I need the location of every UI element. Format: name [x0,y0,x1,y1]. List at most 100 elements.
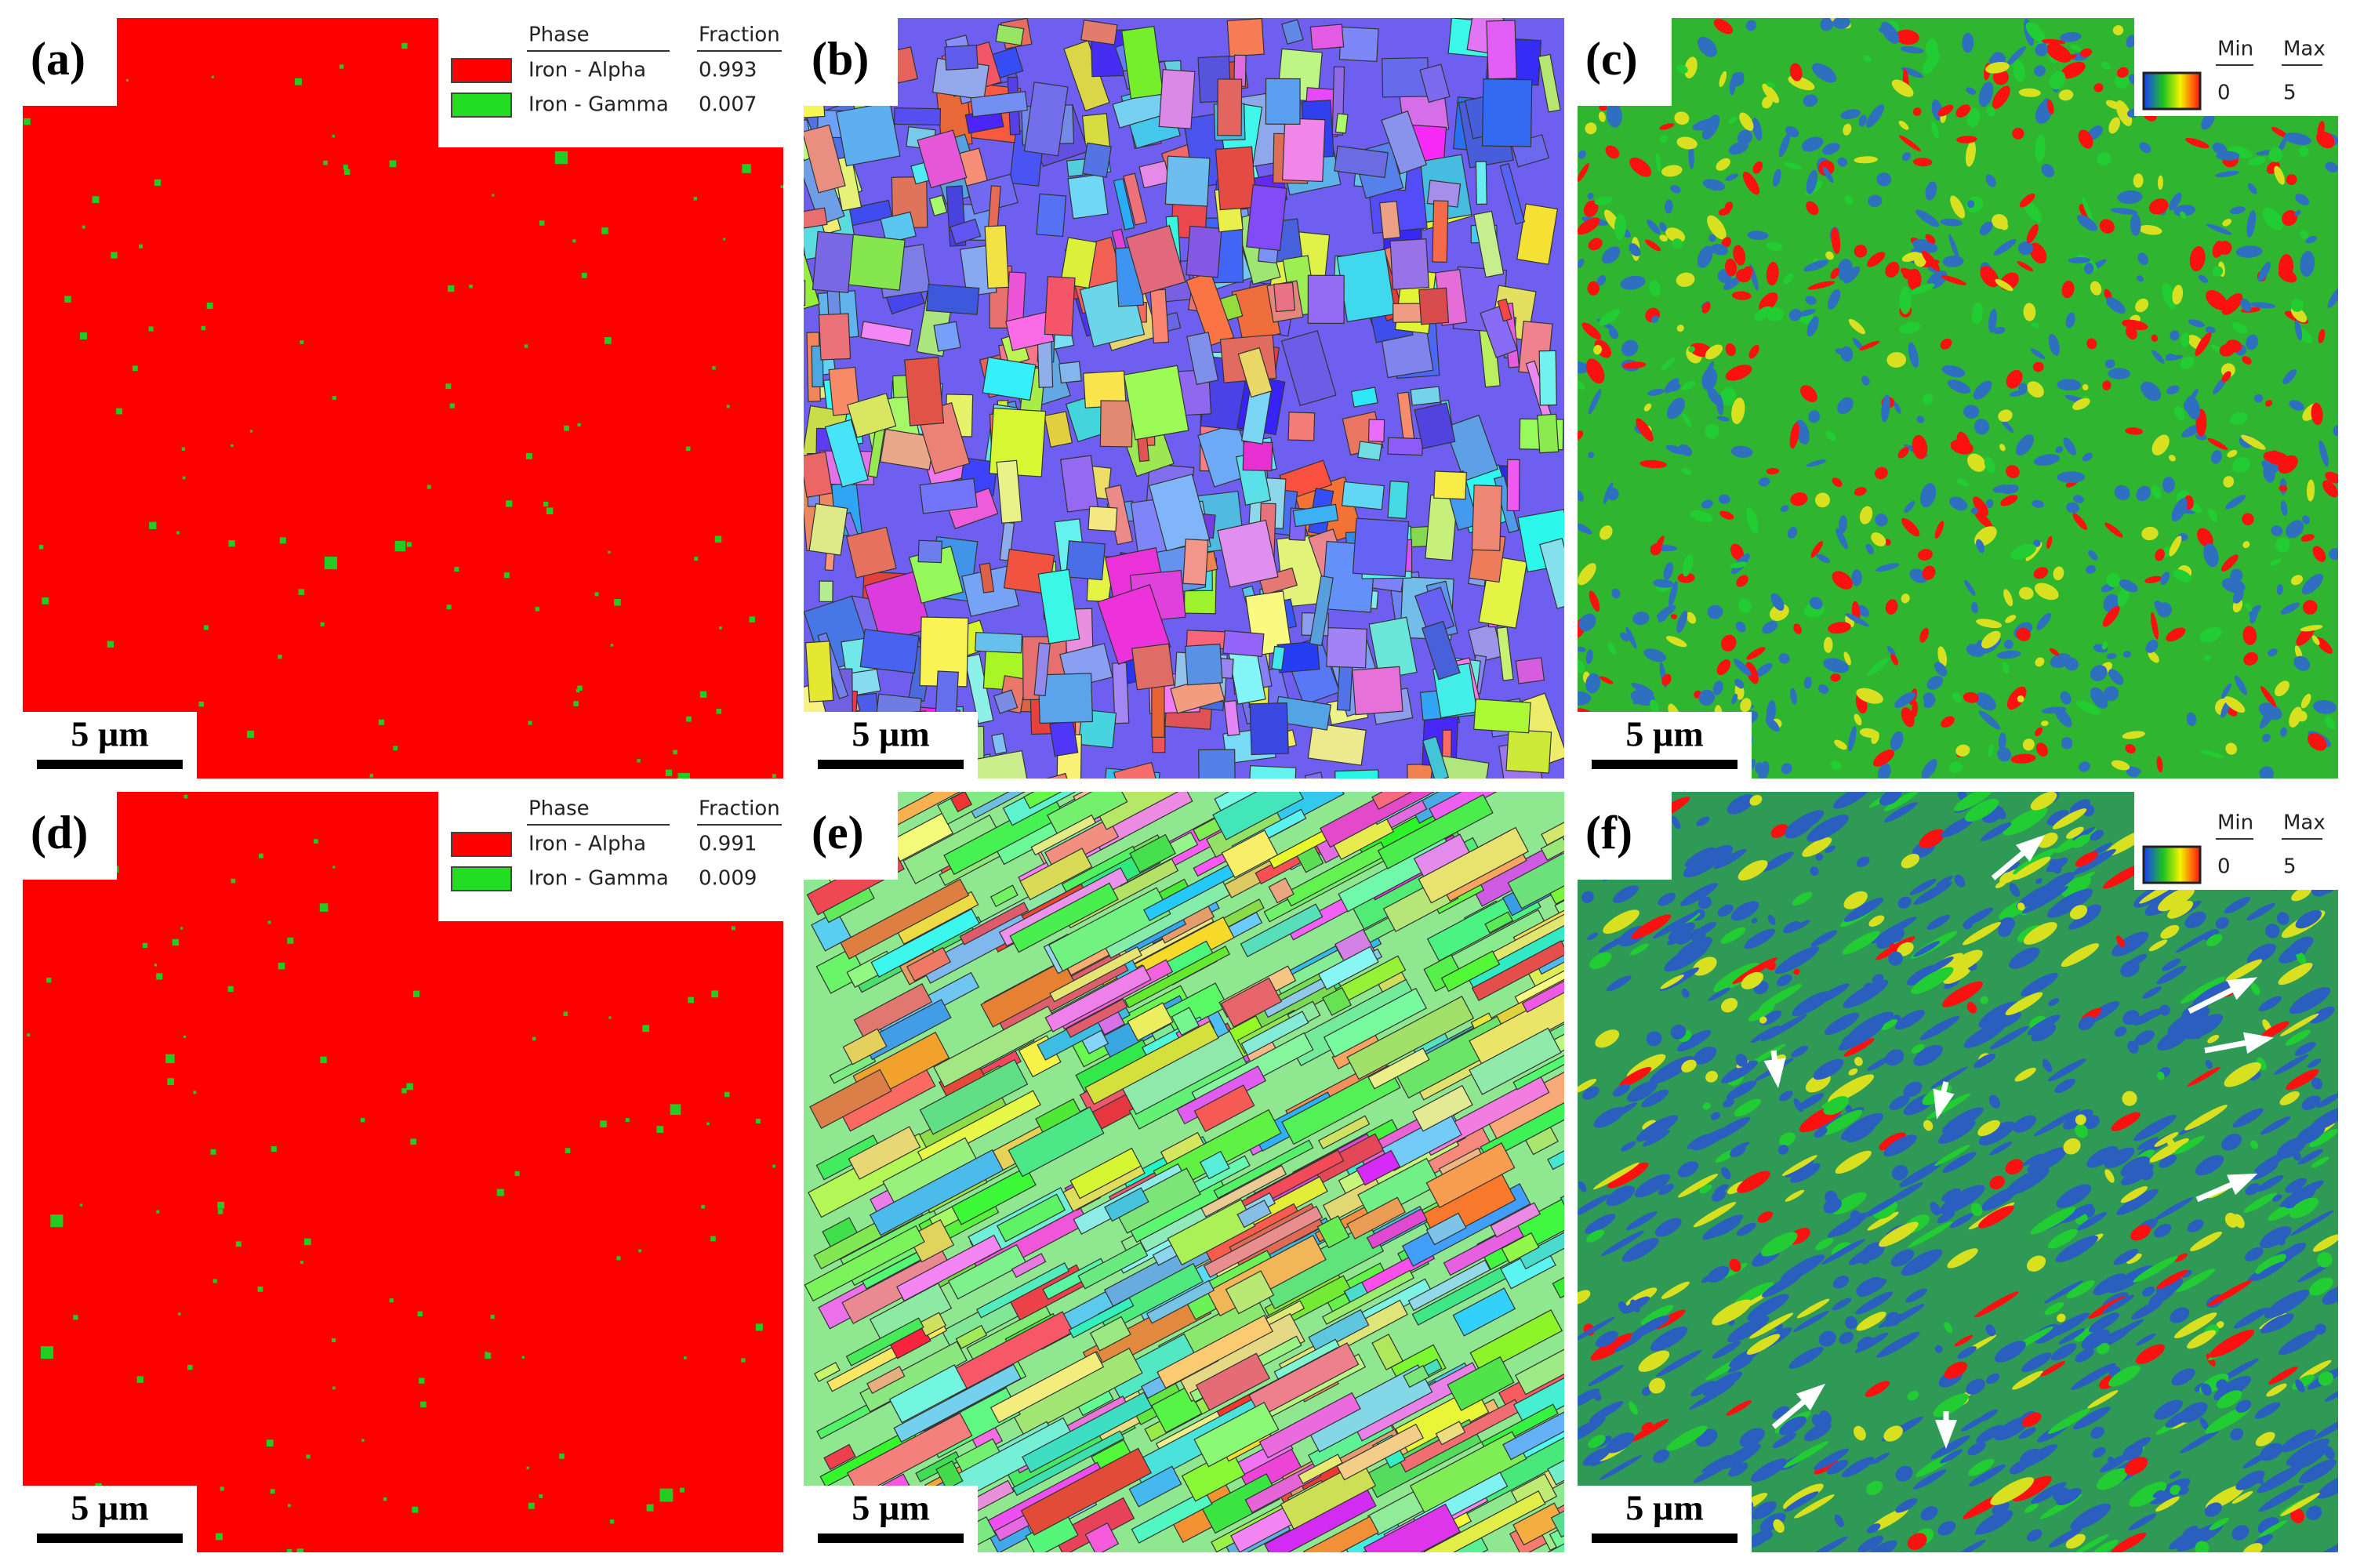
kam-spot [1735,1054,1748,1067]
kam-spot [1650,1327,1688,1352]
grain [1346,1196,1407,1240]
legend-phase: Iron - Gamma [528,867,669,891]
gamma-grain [41,1346,54,1359]
legend-fraction: 0.009 [699,867,757,891]
gamma-grain [454,567,459,572]
kam-spot [1901,67,1923,78]
gamma-grain [524,344,528,348]
kam-spot [1697,36,1717,57]
gamma-grain [608,550,611,554]
kam-spot [1926,956,1954,974]
grain [1501,1232,1540,1264]
gamma-grain [332,1386,336,1390]
grain [1225,1270,1275,1315]
grain [804,1225,925,1302]
colorbar [2142,845,2202,884]
kam-spot [2032,499,2045,508]
grain [928,194,948,216]
kam-spot [2077,1212,2108,1231]
kam-spot [1904,500,1915,514]
kam-spot [1940,218,1963,227]
kam-spot [1922,394,1934,405]
arrow-head [2015,834,2046,862]
kam-spot [1719,71,1727,88]
kam-spot [1588,452,1595,459]
kam-spot [2035,43,2048,56]
kam-spot [1930,121,1939,140]
kam-spot [1585,122,1597,135]
kam-spot [2232,1108,2264,1128]
kam-spot [1950,195,1966,219]
kam-spot [2264,1290,2310,1319]
kam-spot [1845,1316,1857,1330]
kam-spot [1956,136,1977,143]
kam-spot [2316,1472,2338,1499]
kam-spot [2308,1277,2333,1296]
gamma-grain [656,1126,664,1133]
kam-spot [1578,1417,1606,1434]
kam-spot [1587,932,1599,941]
kam-spot [2021,886,2068,914]
kam-spot [1671,815,1681,829]
kam-spot [1996,650,2021,659]
kam-spot [2173,405,2185,421]
gamma-grain [716,709,722,714]
kam-spot [1686,612,1697,624]
grain [1352,666,1403,716]
gamma-grain [227,985,234,993]
map [1578,18,2338,779]
kam-spot [1953,792,1994,811]
kam-spot [1627,1081,1658,1102]
grain [1036,193,1067,238]
kam-spot [2010,543,2036,560]
kam-spot [1792,1310,1829,1332]
kam-spot [1688,346,1695,353]
kam-spot [2031,1024,2057,1042]
scale-bar [37,1534,183,1543]
kam-spot [2101,641,2108,650]
kam-spot [1913,1044,1943,1066]
kam-spot [1739,112,1754,131]
grain [1421,620,1461,681]
kam-spot [1655,1349,1702,1377]
kam-spot [1759,292,1778,312]
kam-spot [2245,1183,2260,1196]
kam-spot [2117,190,2143,205]
grain [1447,1356,1515,1411]
kam-spot [2231,1525,2250,1541]
grain [959,902,1029,946]
gamma-grain [539,1494,543,1498]
grain [980,960,1076,1028]
kam-spot [1832,571,1853,590]
kam-spot [1730,445,1753,458]
kam-spot [2154,1132,2179,1147]
kam-spot [1621,339,1639,357]
gamma-grain [642,1025,650,1033]
grain [970,90,1029,118]
kam-spot [1603,482,1614,505]
kam-spot [2220,554,2239,572]
kam-spot [1818,1330,1836,1347]
kam-spot [1664,378,1679,394]
kam-spot [2005,615,2017,623]
grain [1512,1359,1564,1428]
kam-spot [1581,891,1594,903]
kam-spot [2075,1114,2086,1125]
kam-spot [1942,1152,1977,1174]
kam-spot [2120,1185,2148,1203]
kam-spot [1621,1238,1659,1262]
grain [935,1460,964,1490]
grain [970,750,1031,779]
kam-spot [2018,586,2034,600]
kam-spot [2224,1062,2261,1087]
kam-spot [1589,952,1612,970]
kam-spot [1918,549,1933,561]
kam-spot [1734,1098,1761,1117]
kam-spot [2156,965,2188,985]
kam-spot [2167,1007,2210,1036]
grain [975,632,1023,654]
kam-spot [2171,498,2188,522]
kam-spot [1839,1331,1854,1345]
grain [1099,400,1133,448]
kam-spot [2156,1071,2165,1080]
